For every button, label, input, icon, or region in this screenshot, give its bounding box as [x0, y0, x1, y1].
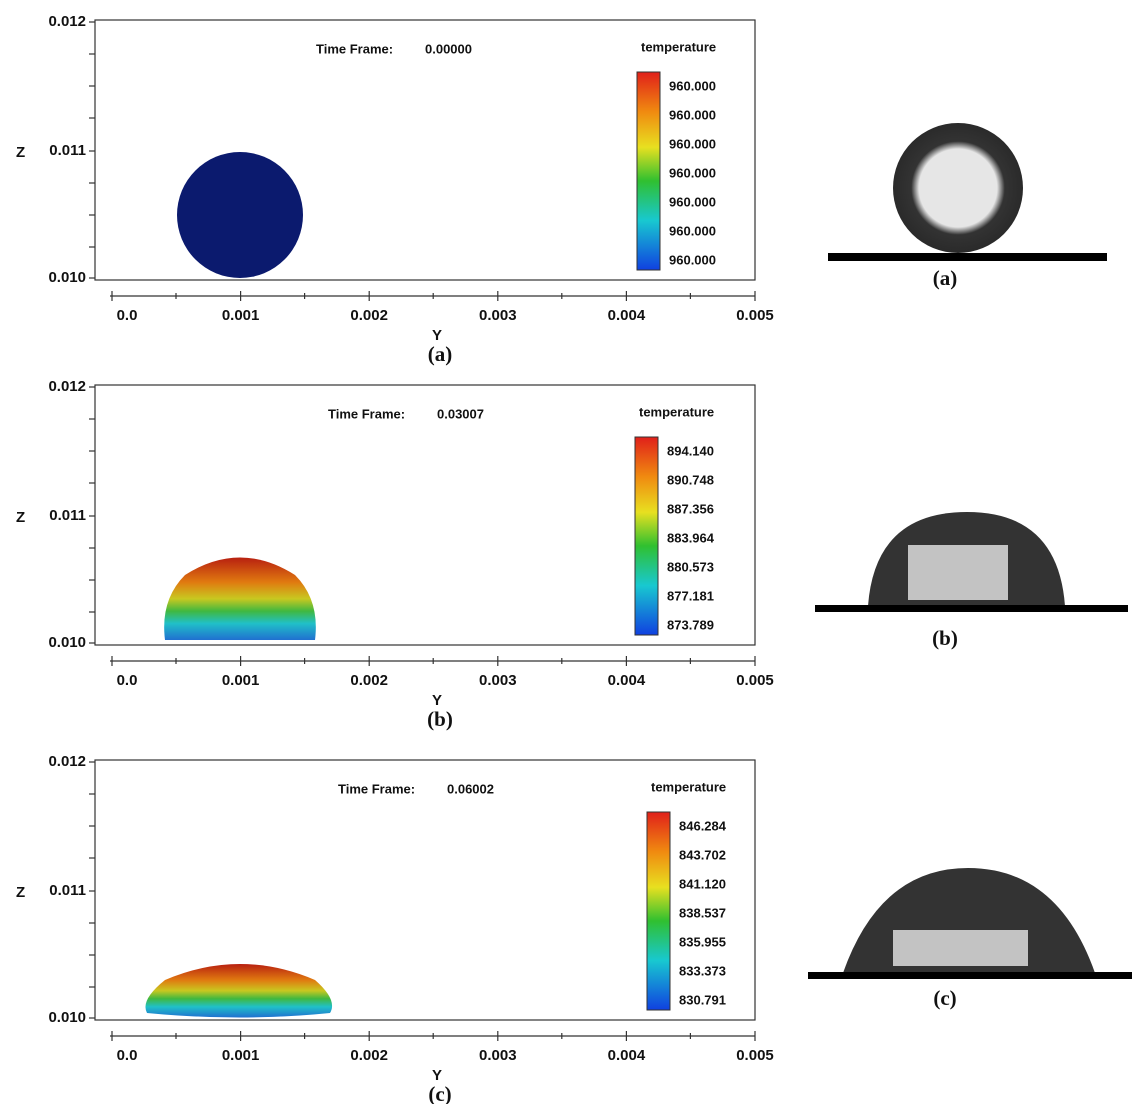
legend-label: 877.181	[667, 588, 714, 603]
legend-label: 883.964	[667, 530, 715, 545]
legend-label: 890.748	[667, 472, 714, 487]
legend-label: 873.789	[667, 617, 714, 632]
y-tick-label: 0.004	[608, 672, 646, 689]
z-axis-label: Z	[16, 509, 25, 526]
panel: 0.012 0.011 0.010 Z 0.0 0.001 0.002 0.003 0.004 0…	[16, 378, 774, 731]
legend-title: temperature	[641, 39, 716, 54]
y-tick-label: 0.004	[608, 307, 646, 324]
highlight	[893, 930, 1028, 966]
y-tick-label: 0.005	[736, 672, 774, 689]
y-tick-label: 0.0	[117, 307, 138, 324]
legend-title: temperature	[639, 404, 714, 419]
z-tick-label: 0.011	[49, 507, 86, 524]
time-frame-label: Time Frame:	[328, 406, 405, 421]
legend-label: 846.284	[679, 818, 727, 833]
photo-caption: (c)	[933, 986, 956, 1010]
substrate	[828, 253, 1107, 261]
caption: (a)	[428, 342, 453, 366]
z-tick-label: 0.012	[48, 13, 86, 30]
z-tick-label: 0.010	[48, 634, 86, 651]
droplet	[164, 558, 316, 641]
y-tick-label: 0.003	[479, 1047, 517, 1064]
z-tick-label: 0.010	[48, 269, 86, 286]
z-axis-label: Z	[16, 884, 25, 901]
legend-label: 880.573	[667, 559, 714, 574]
caption: (b)	[427, 707, 453, 731]
legend-label: 960.000	[669, 107, 716, 122]
colorbar	[647, 812, 670, 1010]
y-tick-label: 0.001	[222, 1047, 260, 1064]
y-tick-label: 0.004	[608, 1047, 646, 1064]
y-tick-label: 0.002	[350, 672, 388, 689]
figure: 0.012 0.011 0.010 Z 0.0 0.001 0.002 0.003 0.004 0…	[0, 0, 1132, 1104]
panel: 0.012 0.011 0.010 Z 0.0 0.001 0.002 0.003 0.004 0…	[16, 13, 774, 366]
legend-label: 894.140	[667, 443, 714, 458]
legend-label: 830.791	[679, 992, 726, 1007]
time-frame: 0.06002	[447, 781, 494, 796]
colorbar	[637, 72, 660, 270]
z-tick-label: 0.011	[49, 882, 86, 899]
substrate	[808, 972, 1132, 979]
legend-label: 960.000	[669, 136, 716, 151]
z-tick-label: 0.011	[49, 142, 86, 159]
y-tick-label: 0.005	[736, 307, 774, 324]
colorbar	[635, 437, 658, 635]
droplet	[177, 152, 303, 278]
z-axis-label: Z	[16, 144, 25, 161]
panel: 0.012 0.011 0.010 Z 0.0 0.001 0.002 0.003 0.004 0…	[16, 753, 774, 1104]
z-tick-label: 0.010	[48, 1009, 86, 1026]
y-tick-label: 0.001	[222, 307, 260, 324]
time-frame: 0.00000	[425, 41, 472, 56]
droplet	[145, 964, 332, 1018]
legend-label: 841.120	[679, 876, 726, 891]
photo-caption: (b)	[932, 626, 958, 650]
substrate	[815, 605, 1128, 612]
legend-label: 960.000	[669, 165, 716, 180]
z-tick-label: 0.012	[48, 378, 86, 395]
highlight	[908, 545, 1008, 600]
y-tick-label: 0.003	[479, 307, 517, 324]
y-tick-label: 0.0	[117, 672, 138, 689]
caption: (c)	[428, 1082, 451, 1104]
y-tick-label: 0.0	[117, 1047, 138, 1064]
y-tick-label: 0.005	[736, 1047, 774, 1064]
legend-label: 960.000	[669, 78, 716, 93]
time-frame-label: Time Frame:	[316, 41, 393, 56]
legend-label: 887.356	[667, 501, 714, 516]
photo-caption: (a)	[933, 266, 958, 290]
legend-label: 843.702	[679, 847, 726, 862]
y-tick-label: 0.002	[350, 307, 388, 324]
legend-label: 838.537	[679, 905, 726, 920]
legend-label: 960.000	[669, 252, 716, 267]
legend-label: 833.373	[679, 963, 726, 978]
time-frame: 0.03007	[437, 406, 484, 421]
legend-label: 960.000	[669, 194, 716, 209]
photo-drop	[893, 123, 1023, 253]
y-tick-label: 0.003	[479, 672, 517, 689]
time-frame-label: Time Frame:	[338, 781, 415, 796]
z-tick-label: 0.012	[48, 753, 86, 770]
y-tick-label: 0.002	[350, 1047, 388, 1064]
y-tick-label: 0.001	[222, 672, 260, 689]
legend-label: 835.955	[679, 934, 726, 949]
legend-title: temperature	[651, 779, 726, 794]
legend-label: 960.000	[669, 223, 716, 238]
